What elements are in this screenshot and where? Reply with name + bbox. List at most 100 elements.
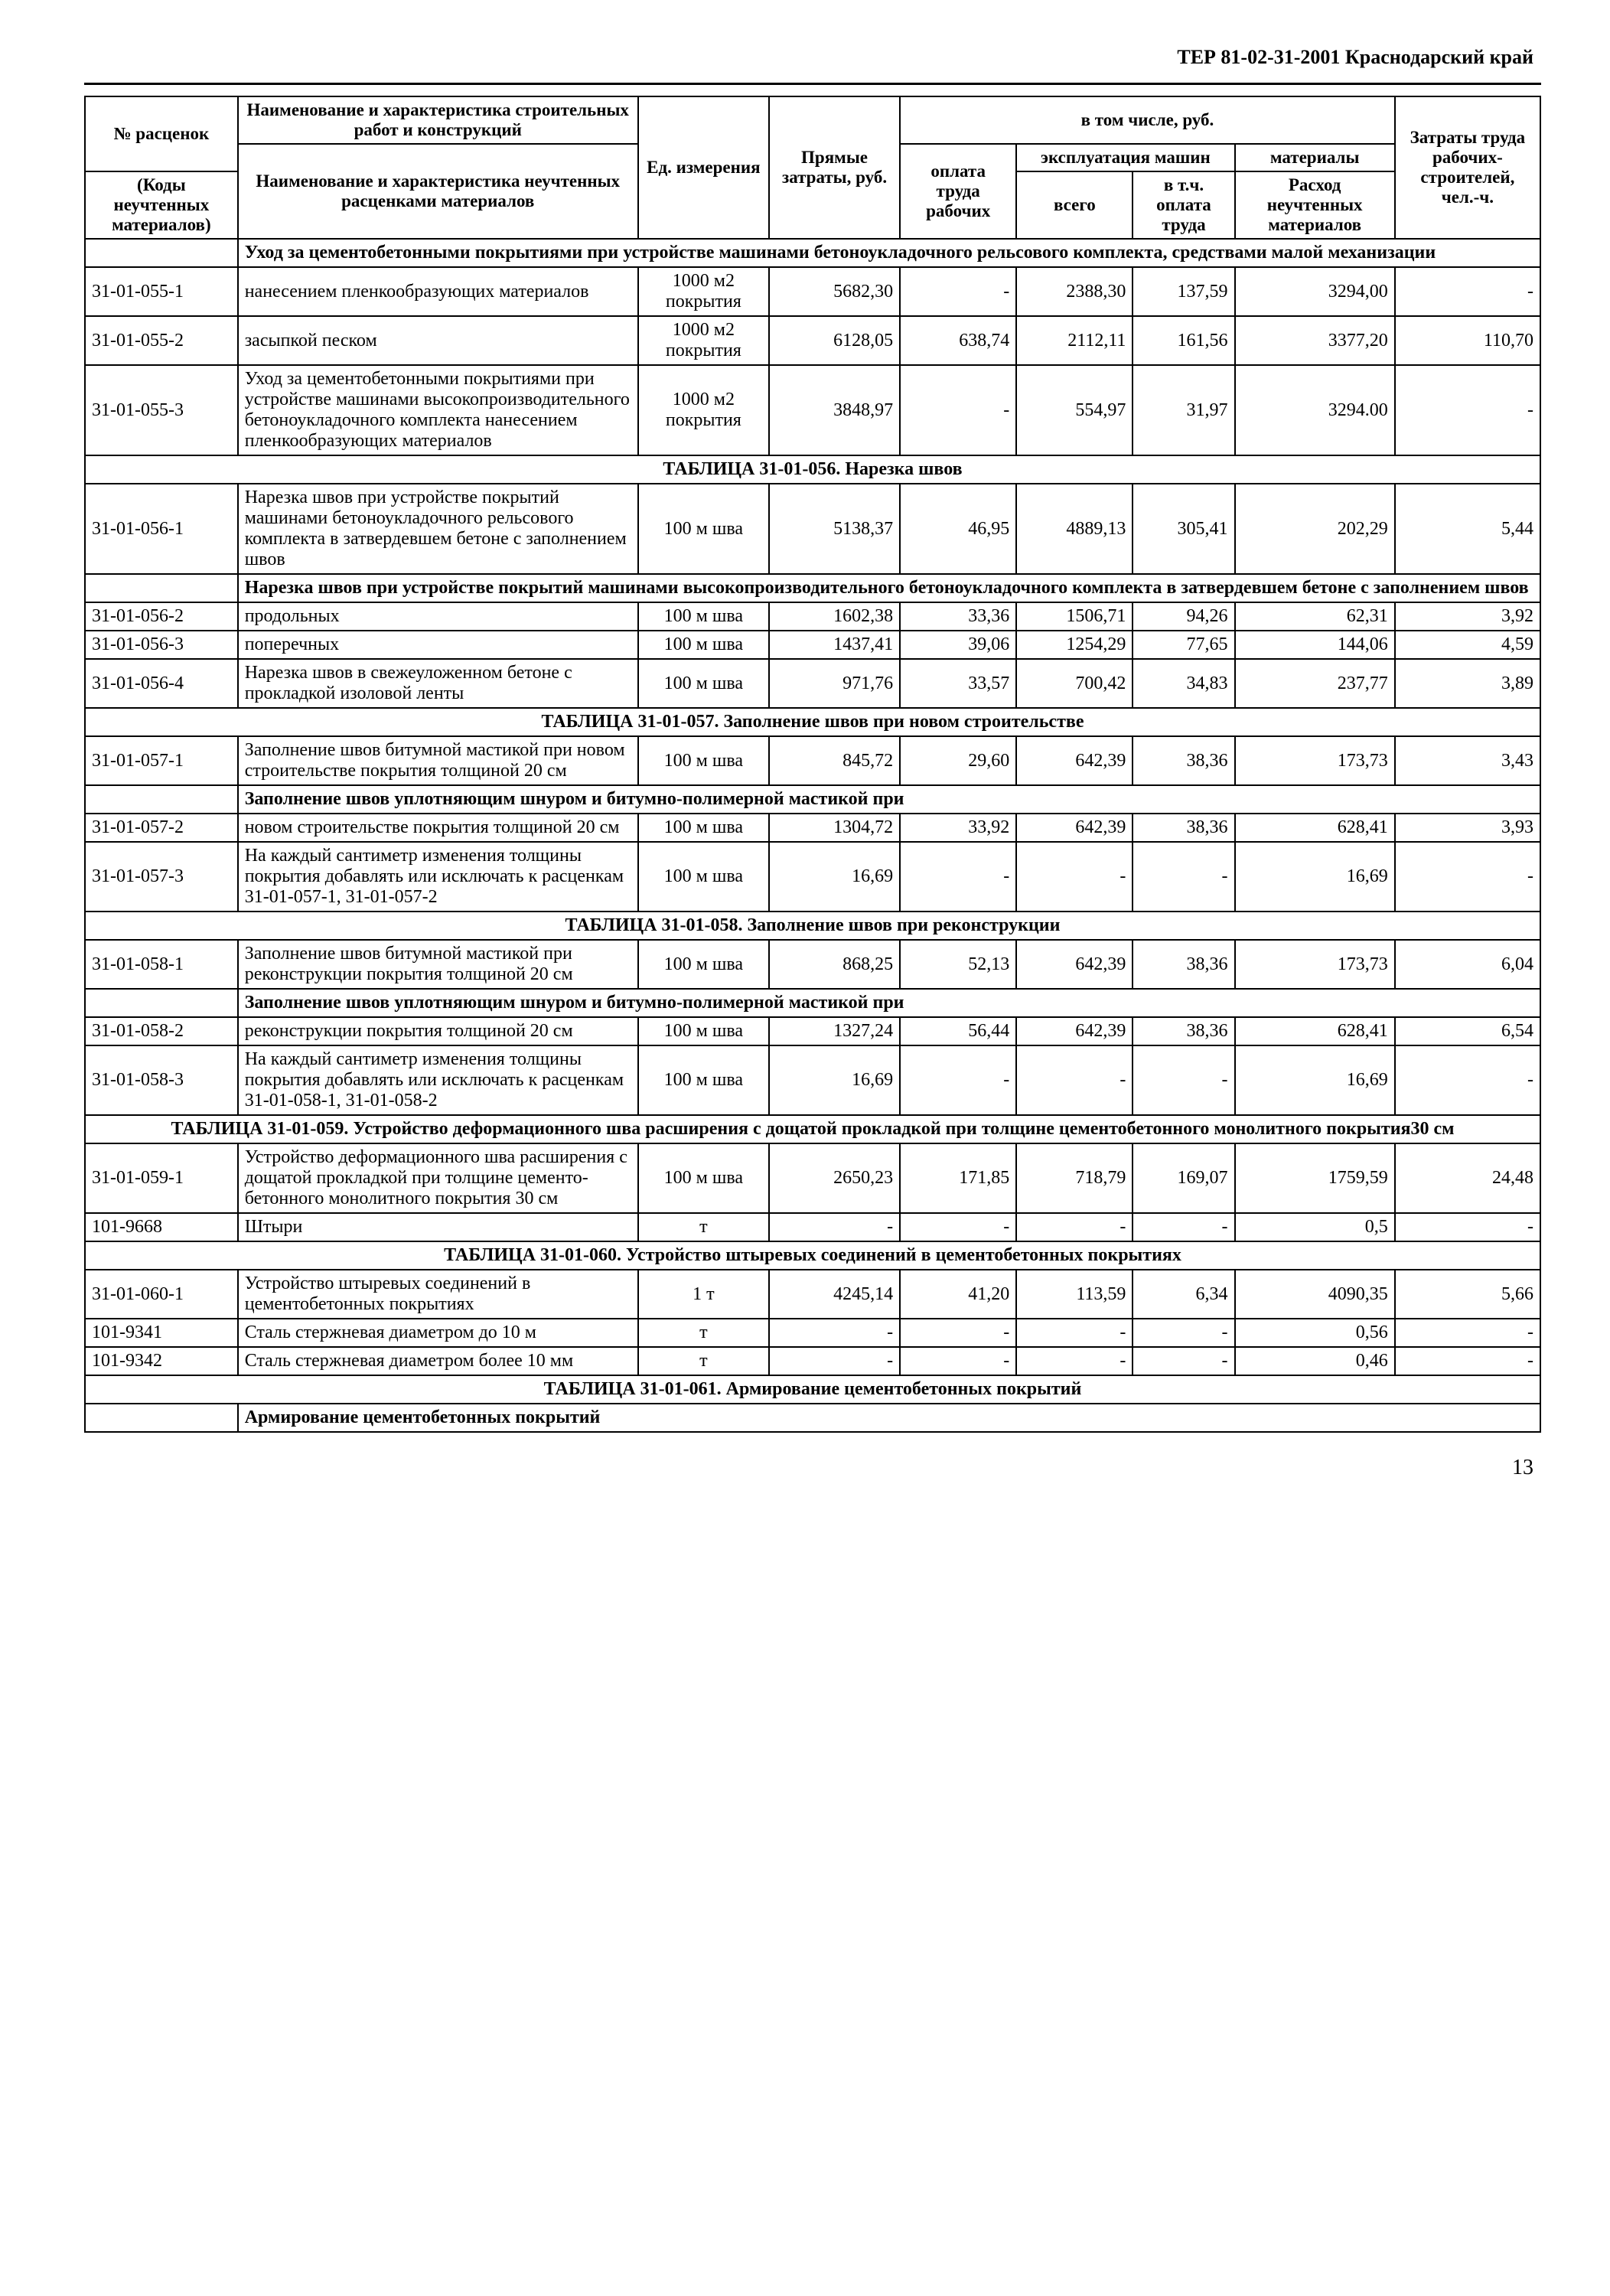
th-group-including: в том числе, руб. (900, 96, 1395, 144)
cell-val: 56,44 (900, 1017, 1016, 1045)
cell-val: 305,41 (1133, 484, 1234, 574)
table-row: 31-01-055-2 засыпкой песком 1000 м2 покр… (85, 316, 1540, 365)
cell-val: 3848,97 (769, 365, 900, 455)
cell-val: 33,57 (900, 659, 1016, 708)
table-row: 31-01-055-3 Уход за цементобетонными пок… (85, 365, 1540, 455)
cell-val: 2650,23 (769, 1143, 900, 1213)
cell-name: новом строительстве покрытия толщиной 20… (238, 814, 638, 842)
cell-name: Штыри (238, 1213, 638, 1241)
cell-val: 642,39 (1016, 736, 1133, 785)
table-row: 31-01-059-1 Устройство деформационного ш… (85, 1143, 1540, 1213)
doc-header: ТЕР 81-02-31-2001 Краснодарский край (84, 46, 1541, 69)
cell-val: 31,97 (1133, 365, 1234, 455)
table-row: 31-01-057-2 новом строительстве покрытия… (85, 814, 1540, 842)
cell-unit: т (638, 1319, 769, 1347)
section-intro: Заполнение швов уплотняющим шнуром и бит… (238, 785, 1540, 814)
cell-val: 554,97 (1016, 365, 1133, 455)
cell-val: 113,59 (1016, 1270, 1133, 1319)
cell-val: 4090,35 (1235, 1270, 1395, 1319)
cell-unit: 1000 м2 покрытия (638, 267, 769, 316)
cell-name: Сталь стержневая диаметром до 10 м (238, 1319, 638, 1347)
cell-code: 31-01-056-2 (85, 602, 238, 631)
table-row: 31-01-056-4 Нарезка швов в свежеуложенно… (85, 659, 1540, 708)
cell-val: - (1395, 365, 1540, 455)
cell-val: - (1395, 1045, 1540, 1115)
th-name-top: Наименование и характеристика строительн… (238, 96, 638, 144)
cell-val: - (900, 365, 1016, 455)
cell-val: 173,73 (1235, 736, 1395, 785)
cell-val: - (1016, 842, 1133, 912)
cell-val: - (1395, 1347, 1540, 1375)
cell-val: 971,76 (769, 659, 900, 708)
cell-unit: 100 м шва (638, 631, 769, 659)
cell-val: 3377,20 (1235, 316, 1395, 365)
cell-val: 718,79 (1016, 1143, 1133, 1213)
cell-val: 3,92 (1395, 602, 1540, 631)
cell-val: 24,48 (1395, 1143, 1540, 1213)
th-materials-top: материалы (1235, 144, 1395, 171)
cell-val: 16,69 (1235, 1045, 1395, 1115)
section-title: ТАБЛИЦА 31-01-058. Заполнение швов при р… (85, 912, 1540, 940)
th-wages: оплата труда рабочих (900, 144, 1016, 239)
cell-unit: т (638, 1213, 769, 1241)
cell-val: - (1395, 267, 1540, 316)
cell-val: 0,46 (1235, 1347, 1395, 1375)
cell-code: 31-01-056-1 (85, 484, 238, 574)
cell-val: 38,36 (1133, 736, 1234, 785)
table-row: 101-9341 Сталь стержневая диаметром до 1… (85, 1319, 1540, 1347)
cell-unit: 100 м шва (638, 1017, 769, 1045)
th-machines-wages: в т.ч. оплата труда (1133, 171, 1234, 239)
cell-val: 77,65 (1133, 631, 1234, 659)
cell-unit: 100 м шва (638, 602, 769, 631)
cell-code: 31-01-059-1 (85, 1143, 238, 1213)
cell-val: 628,41 (1235, 1017, 1395, 1045)
cell-code: 31-01-056-3 (85, 631, 238, 659)
cell-val: 4889,13 (1016, 484, 1133, 574)
cell-val: 2112,11 (1016, 316, 1133, 365)
cell-val: 6128,05 (769, 316, 900, 365)
cell-name: Заполнение швов битумной мастикой при но… (238, 736, 638, 785)
cell-code: 101-9668 (85, 1213, 238, 1241)
table-row: 31-01-058-3 На каждый сантиметр изменени… (85, 1045, 1540, 1115)
table-row: 31-01-058-2 реконструкции покрытия толщи… (85, 1017, 1540, 1045)
table-row: 31-01-055-1 нанесением пленкообразующих … (85, 267, 1540, 316)
cell-val: 169,07 (1133, 1143, 1234, 1213)
cell-code: 31-01-057-2 (85, 814, 238, 842)
cell-unit: т (638, 1347, 769, 1375)
cell-val: 1602,38 (769, 602, 900, 631)
section-intro: Армирование цементобетонных покрытий (238, 1404, 1540, 1432)
cell-val: - (1016, 1045, 1133, 1115)
cell-val: 38,36 (1133, 814, 1234, 842)
cell-val: - (900, 842, 1016, 912)
cell-name: Нарезка швов в свежеуложенном бетоне с п… (238, 659, 638, 708)
cell-name: Устройство штыревых соединений в цементо… (238, 1270, 638, 1319)
table-row: 31-01-057-3 На каждый сантиметр изменени… (85, 842, 1540, 912)
cell-val: 3,89 (1395, 659, 1540, 708)
cell-unit: 100 м шва (638, 659, 769, 708)
cell-val: 5,66 (1395, 1270, 1540, 1319)
cell-val: - (1016, 1347, 1133, 1375)
cell-name: поперечных (238, 631, 638, 659)
cell-val: 642,39 (1016, 1017, 1133, 1045)
cell-val: 202,29 (1235, 484, 1395, 574)
cell-val: 46,95 (900, 484, 1016, 574)
cell-val: 38,36 (1133, 1017, 1234, 1045)
cell-code: 101-9342 (85, 1347, 238, 1375)
cell-unit: 100 м шва (638, 1045, 769, 1115)
cell-code: 31-01-056-4 (85, 659, 238, 708)
cell-val: 29,60 (900, 736, 1016, 785)
section-title: ТАБЛИЦА 31-01-059. Устройство деформацио… (85, 1115, 1540, 1143)
cell-name: На каждый сантиметр изменения толщины по… (238, 1045, 638, 1115)
th-machines: эксплуатация машин (1016, 144, 1234, 171)
cell-name: На каждый сантиметр изменения толщины по… (238, 842, 638, 912)
table-row: 101-9668 Штыри т - - - - 0,5 - (85, 1213, 1540, 1241)
th-materials-bot: Расход неучтенных материалов (1235, 171, 1395, 239)
cell-val: 4,59 (1395, 631, 1540, 659)
cell-val: 4245,14 (769, 1270, 900, 1319)
cell-val: - (1016, 1319, 1133, 1347)
cell-val: 16,69 (769, 1045, 900, 1115)
cell-name: Заполнение швов битумной мастикой при ре… (238, 940, 638, 989)
cell-val: - (1133, 1347, 1234, 1375)
cell-val: 16,69 (1235, 842, 1395, 912)
table-header: № расценок Наименование и характеристика… (85, 96, 1540, 239)
